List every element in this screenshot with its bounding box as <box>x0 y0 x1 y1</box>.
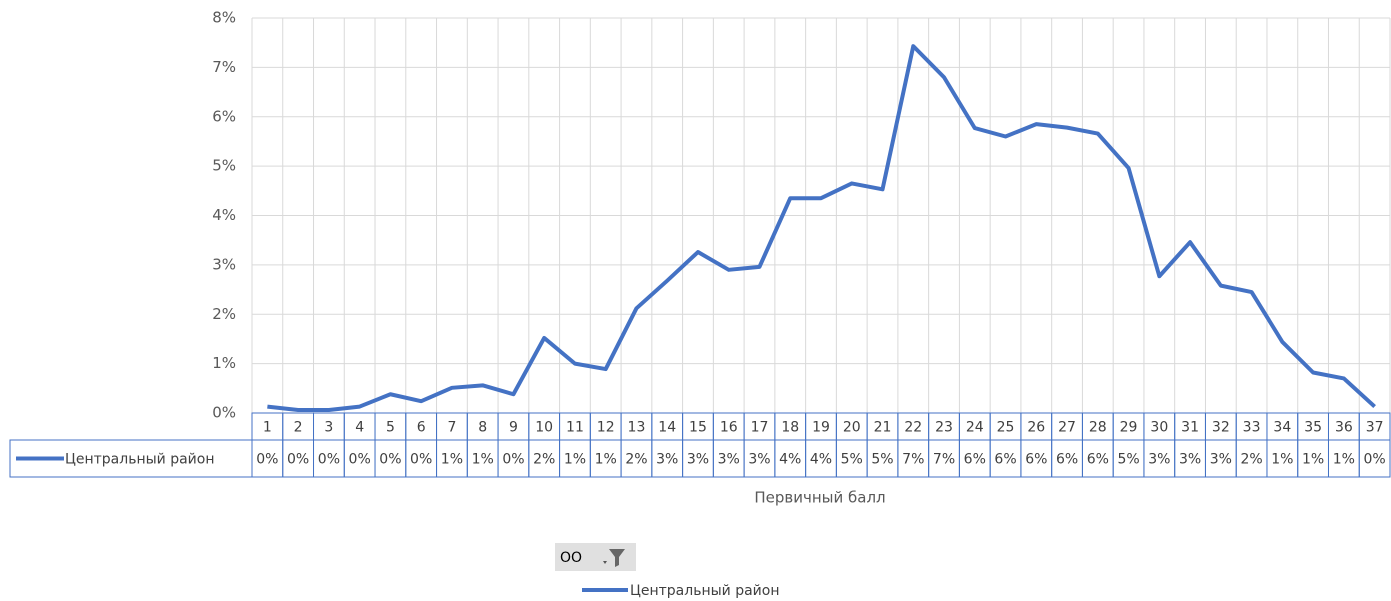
y-tick-label: 8% <box>212 9 236 27</box>
data-table-value: 3% <box>1148 452 1170 468</box>
x-tick-label: 35 <box>1304 420 1322 436</box>
data-table-value: 5% <box>1117 452 1139 468</box>
x-tick-label: 11 <box>566 420 584 436</box>
y-tick-label: 6% <box>212 107 236 125</box>
data-table-value: 3% <box>687 452 709 468</box>
x-tick-label: 36 <box>1335 420 1353 436</box>
x-tick-label: 33 <box>1243 420 1261 436</box>
x-tick-label: 22 <box>904 420 922 436</box>
y-tick-label: 0% <box>212 404 236 422</box>
data-table-value: 1% <box>1333 452 1355 468</box>
x-tick-label: 24 <box>966 420 984 436</box>
x-tick-label: 17 <box>751 420 769 436</box>
x-tick-label: 25 <box>997 420 1015 436</box>
data-table-value: 2% <box>533 452 555 468</box>
data-table-value: 1% <box>472 452 494 468</box>
x-tick-label: 9 <box>509 420 518 436</box>
data-table-value: 6% <box>964 452 986 468</box>
legend-label: Центральный район <box>630 583 780 599</box>
data-table-value: 7% <box>902 452 924 468</box>
series-line <box>267 44 1376 413</box>
x-tick-label: 14 <box>658 420 676 436</box>
x-tick-label: 7 <box>447 420 456 436</box>
data-table-value: 0% <box>349 452 371 468</box>
x-tick-label: 18 <box>781 420 799 436</box>
y-tick-label: 2% <box>212 305 236 323</box>
x-tick-label: 10 <box>535 420 553 436</box>
x-tick-label: 19 <box>812 420 830 436</box>
filter-button-bg[interactable] <box>555 543 636 571</box>
data-table-value: 3% <box>748 452 770 468</box>
x-tick-label: 23 <box>935 420 953 436</box>
x-tick-label: 34 <box>1273 420 1291 436</box>
x-tick-label: 37 <box>1366 420 1384 436</box>
data-table-value: 0% <box>1364 452 1386 468</box>
x-tick-label: 31 <box>1181 420 1199 436</box>
x-tick-label: 1 <box>263 420 272 436</box>
data-table-value: 0% <box>287 452 309 468</box>
data-table-value: 3% <box>718 452 740 468</box>
table-cell <box>1358 439 1391 478</box>
data-table-value: 0% <box>502 452 524 468</box>
data-table-value: 3% <box>1179 452 1201 468</box>
x-tick-label: 29 <box>1120 420 1138 436</box>
data-table-value: 6% <box>1087 452 1109 468</box>
y-tick-label: 4% <box>212 206 236 224</box>
x-tick-label: 26 <box>1027 420 1045 436</box>
x-axis-title: Первичный балл <box>754 489 885 507</box>
x-tick-label: 4 <box>355 420 364 436</box>
data-table-value: 0% <box>379 452 401 468</box>
x-tick-label: 13 <box>628 420 646 436</box>
filter-icon[interactable] <box>609 549 625 567</box>
data-table-value: 5% <box>871 452 893 468</box>
x-tick-label: 3 <box>324 420 333 436</box>
x-tick-label: 6 <box>417 420 426 436</box>
data-table-value: 1% <box>1302 452 1324 468</box>
x-tick-label: 28 <box>1089 420 1107 436</box>
data-table-value: 0% <box>410 452 432 468</box>
data-table-value: 3% <box>656 452 678 468</box>
table-legend-label: Центральный район <box>65 452 215 468</box>
data-table-value: 1% <box>564 452 586 468</box>
data-table-value: 6% <box>994 452 1016 468</box>
filter-button[interactable]: ОО <box>555 543 636 571</box>
y-tick-label: 3% <box>212 255 236 273</box>
data-table-value: 7% <box>933 452 955 468</box>
data-table-value: 4% <box>779 452 801 468</box>
x-tick-label: 15 <box>689 420 707 436</box>
data-table-value: 6% <box>1056 452 1078 468</box>
data-table-value: 6% <box>1025 452 1047 468</box>
filter-button-label[interactable]: ОО <box>560 550 582 566</box>
x-tick-label: 16 <box>720 420 738 436</box>
x-tick-label: 2 <box>294 420 303 436</box>
data-table-value: 0% <box>256 452 278 468</box>
x-tick-label: 8 <box>478 420 487 436</box>
data-table-value: 2% <box>625 452 647 468</box>
data-table-value: 5% <box>841 452 863 468</box>
data-table-value: 2% <box>1240 452 1262 468</box>
data-table-value: 1% <box>595 452 617 468</box>
y-tick-label: 1% <box>212 354 236 372</box>
x-tick-label: 32 <box>1212 420 1230 436</box>
data-table-value: 3% <box>1210 452 1232 468</box>
data-table-value: 0% <box>318 452 340 468</box>
x-tick-label: 30 <box>1150 420 1168 436</box>
data-table-value: 4% <box>810 452 832 468</box>
x-tick-label: 5 <box>386 420 395 436</box>
dropdown-arrow[interactable] <box>603 561 607 564</box>
y-tick-label: 7% <box>212 58 236 76</box>
x-tick-label: 12 <box>597 420 615 436</box>
data-table-value: 1% <box>1271 452 1293 468</box>
data-table-value: 1% <box>441 452 463 468</box>
x-tick-label: 21 <box>874 420 892 436</box>
x-tick-label: 27 <box>1058 420 1076 436</box>
table-legend-cell <box>9 439 253 478</box>
x-tick-label: 20 <box>843 420 861 436</box>
y-tick-label: 5% <box>212 157 236 175</box>
